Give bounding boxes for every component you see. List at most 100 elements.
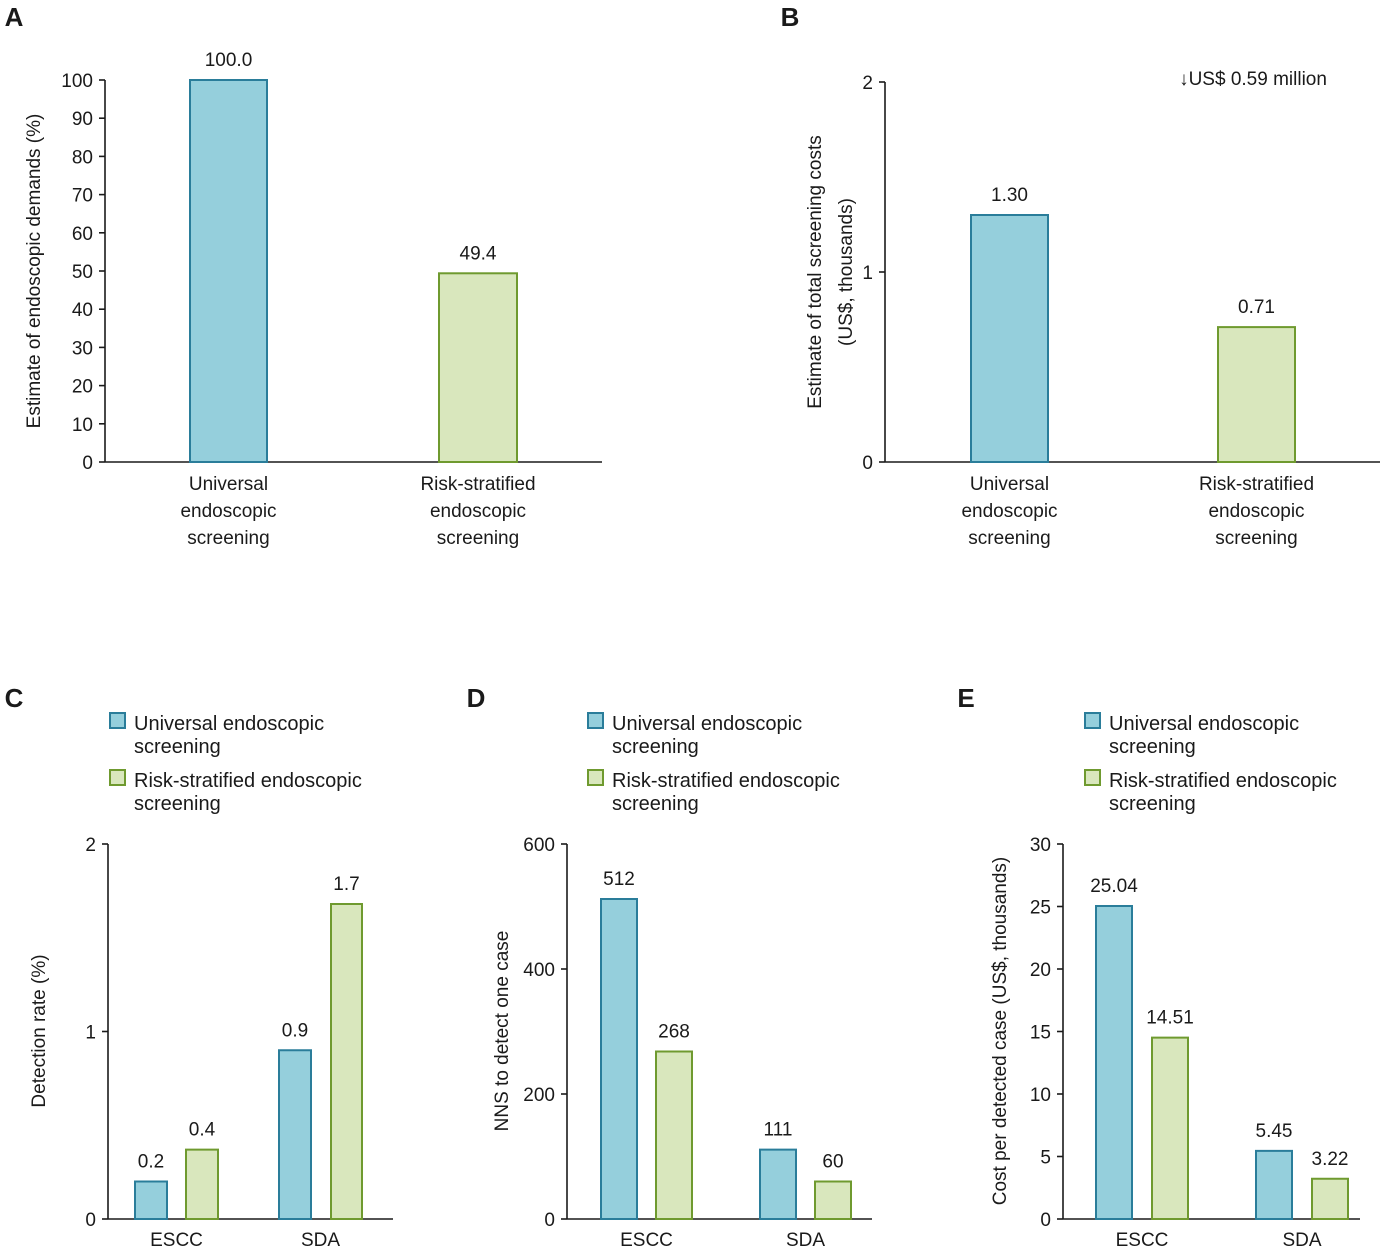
bar-value-label: 60 (822, 1152, 843, 1173)
y-tick-label: 0 (82, 453, 93, 474)
panel-letter: D (467, 683, 486, 713)
panel-letter: A (5, 2, 24, 32)
panel-b: B 0 1 2 Estimate of total screening costs (US… (781, 2, 1380, 549)
y-tick-label: 5 (1040, 1148, 1051, 1169)
y-tick-label: 80 (72, 147, 93, 168)
legend-swatch (109, 769, 126, 786)
legend-swatch (1084, 769, 1101, 786)
legend-label-line-2: screening (134, 793, 221, 815)
legend-label-line-1: Risk-stratified endoscopic (1109, 770, 1337, 792)
y-axis-title: Estimate of endoscopic demands (%) (24, 114, 45, 429)
legend-label-line-2: screening (612, 793, 699, 815)
legend-label-line-1: Universal endoscopic (134, 713, 324, 735)
bar-value-label: 100.0 (205, 50, 253, 71)
y-tick-label: 0 (544, 1210, 555, 1231)
y-tick-label: 0 (1040, 1210, 1051, 1231)
legend-swatch (109, 712, 126, 729)
bar-value-label: 111 (764, 1120, 793, 1141)
category-label-line-1: Universal (970, 474, 1049, 495)
bar-value-label: 1.30 (991, 185, 1028, 206)
bar-value-label: 0.71 (1238, 297, 1275, 318)
bar-value-label: 14.51 (1146, 1008, 1194, 1029)
category-label-line-2: endoscopic (430, 501, 526, 522)
y-axis-title-line-1: Estimate of total screening costs (805, 135, 826, 409)
bar (134, 1180, 168, 1220)
y-tick-label: 100 (61, 71, 93, 92)
legend-label-line-2: screening (1109, 736, 1196, 758)
y-tick-label: 25 (1030, 898, 1051, 919)
legend-label-line-1: Risk-stratified endoscopic (612, 770, 840, 792)
y-tick-label: 1 (862, 263, 873, 284)
bar-value-label: 0.9 (282, 1020, 308, 1041)
bar (278, 1049, 312, 1220)
legend-swatch (587, 769, 604, 786)
y-axis-title: NNS to detect one case (492, 931, 513, 1132)
legend-swatch (1084, 712, 1101, 729)
category-label-line-3: screening (1215, 528, 1297, 549)
category-label: ESCC (620, 1230, 673, 1249)
category-label: SDA (786, 1230, 825, 1249)
legend-label-line-1: Universal endoscopic (612, 713, 802, 735)
bar (1095, 905, 1133, 1220)
category-label: SDA (1282, 1230, 1321, 1249)
bar-value-label: 0.2 (138, 1152, 164, 1173)
bar (438, 272, 518, 463)
y-tick-label: 0 (862, 453, 873, 474)
y-tick-label: 1 (85, 1023, 96, 1044)
bar-value-label: 0.4 (189, 1120, 216, 1141)
panel-d: D 0 200 400 600 NNS to detect one case 512 268 E… (467, 683, 872, 1249)
bar (330, 903, 363, 1220)
category-label-line-2: endoscopic (1208, 501, 1304, 522)
category-label-line-3: screening (187, 528, 269, 549)
y-tick-label: 60 (72, 224, 93, 245)
y-tick-label: 2 (862, 73, 873, 94)
y-tick-label: 2 (85, 835, 96, 856)
bar-value-label: 3.22 (1312, 1149, 1349, 1170)
cost-reduction-annotation: ↓US$ 0.59 million (1179, 69, 1327, 90)
legend-label-line-1: Risk-stratified endoscopic (134, 770, 362, 792)
bar-value-label: 512 (603, 869, 635, 890)
bar-value-label: 5.45 (1256, 1121, 1293, 1142)
y-tick-label: 30 (72, 338, 93, 359)
category-label-line-3: screening (968, 528, 1050, 549)
bar (185, 1148, 219, 1220)
y-tick-label: 20 (1030, 960, 1051, 981)
legend-label-line-2: screening (612, 736, 699, 758)
y-axis-title-line-2: (US$, thousands) (836, 198, 857, 346)
bar (1151, 1036, 1189, 1220)
y-tick-label: 70 (72, 186, 93, 207)
y-axis-title: Detection rate (%) (29, 954, 50, 1107)
panel-c: C 0 1 2 Detection rate (%) 0.2 0.4 ESCC 0.9 1.7 SD… (5, 683, 393, 1249)
bar (600, 898, 638, 1220)
panel-e: E 0 5 10 15 20 25 30 Cost per detected case (US$… (957, 683, 1360, 1249)
bar-value-label: 1.7 (333, 874, 359, 895)
category-label-line-1: Risk-stratified (1199, 474, 1314, 495)
y-tick-label: 90 (72, 109, 93, 130)
bar (1311, 1177, 1349, 1220)
panel-a: A 0 10 20 30 40 50 60 70 80 90 100 Estimate of endos… (5, 2, 602, 549)
bar (814, 1180, 852, 1220)
y-tick-label: 50 (72, 262, 93, 283)
legend-label-line-1: Universal endoscopic (1109, 713, 1299, 735)
y-tick-label: 0 (85, 1210, 96, 1231)
y-tick-label: 400 (523, 960, 555, 981)
category-label: SDA (301, 1230, 340, 1249)
y-tick-label: 20 (72, 377, 93, 398)
y-axis-title: Cost per detected case (US$, thousands) (990, 857, 1011, 1206)
legend: Universal endoscopicscreeningRisk-strati… (109, 712, 362, 815)
legend-label-line-2: screening (1109, 793, 1196, 815)
bar-value-label: 25.04 (1090, 876, 1138, 897)
category-label-line-2: endoscopic (180, 501, 276, 522)
legend-label-line-2: screening (134, 736, 221, 758)
category-label-line-3: screening (437, 528, 519, 549)
bar-value-label: 49.4 (460, 243, 497, 264)
category-label: ESCC (150, 1230, 203, 1249)
bar (1217, 326, 1296, 463)
category-label-line-2: endoscopic (961, 501, 1057, 522)
category-label: ESCC (1116, 1230, 1169, 1249)
panel-letter: E (957, 683, 974, 713)
legend: Universal endoscopicscreeningRisk-strati… (1084, 712, 1337, 815)
y-tick-label: 10 (72, 415, 93, 436)
bar (1255, 1149, 1293, 1220)
